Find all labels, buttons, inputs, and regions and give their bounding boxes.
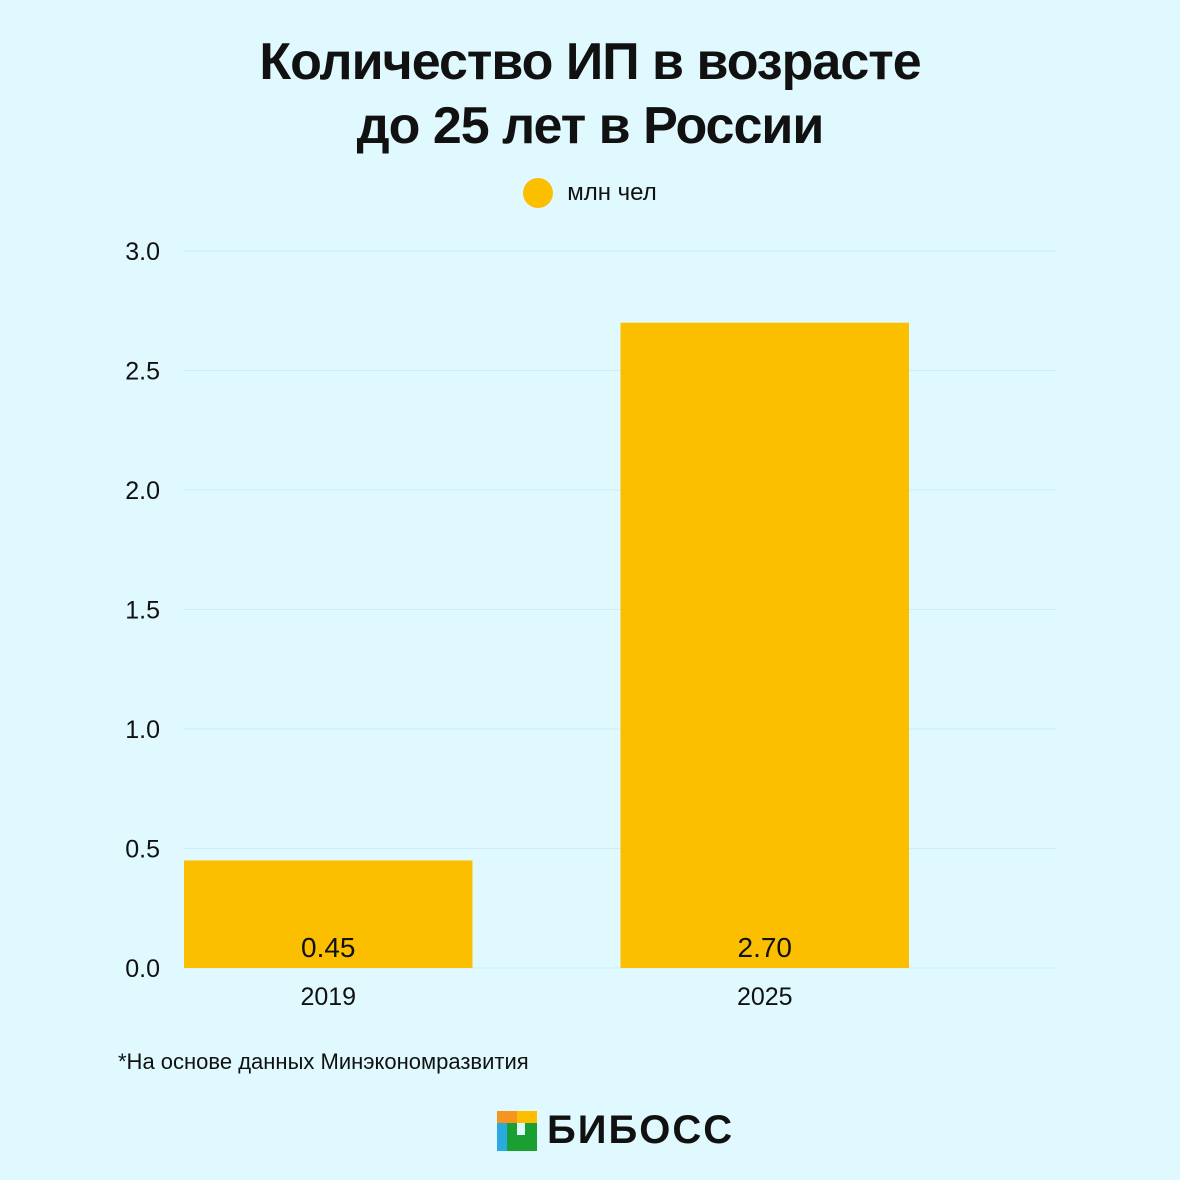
brand-logo: БИБОСС — [497, 1108, 734, 1153]
bar-2019 — [184, 860, 473, 968]
title-line-1: Количество ИП в возрасте — [259, 33, 921, 91]
x-tick-label: 2019 — [300, 983, 356, 1011]
bar-value-label: 2.70 — [738, 932, 793, 963]
footnote: *На основе данных Минэкономразвития — [118, 1049, 529, 1074]
y-tick-label: 0.5 — [125, 836, 160, 864]
logo-text: БИБОСС — [547, 1108, 735, 1152]
legend-label: млн чел — [567, 179, 657, 206]
title-line-2: до 25 лет в России — [356, 97, 825, 155]
y-tick-label: 1.5 — [125, 597, 160, 625]
y-tick-label: 2.5 — [125, 358, 160, 386]
logo-icon — [497, 1110, 537, 1151]
bar-2025 — [620, 322, 909, 968]
legend: млн чел — [0, 178, 1180, 208]
x-tick-label: 2025 — [737, 983, 793, 1011]
chart-title: Количество ИП в возрасте до 25 лет в Рос… — [0, 30, 1180, 158]
legend-swatch — [523, 178, 554, 208]
y-tick-label: 2.0 — [125, 477, 160, 505]
bar-value-label: 0.45 — [301, 932, 356, 963]
y-tick-label: 0.0 — [125, 955, 160, 983]
y-tick-label: 3.0 — [125, 238, 160, 266]
y-tick-label: 1.0 — [125, 716, 160, 744]
